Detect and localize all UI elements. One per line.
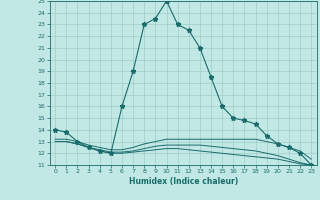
X-axis label: Humidex (Indice chaleur): Humidex (Indice chaleur): [129, 177, 238, 186]
